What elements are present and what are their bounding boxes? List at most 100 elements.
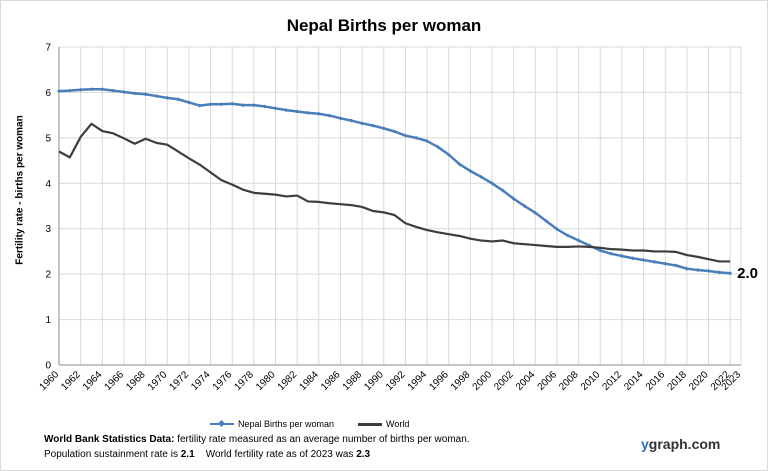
legend-swatch-world — [358, 422, 383, 426]
footer-world-label: World fertility rate as of 2023 was — [194, 449, 357, 460]
y-tick-label: 7 — [45, 43, 51, 54]
data-point-nepal — [197, 103, 202, 108]
x-tick-label: 1996 — [427, 369, 451, 393]
chart-title: Nepal Births per woman — [286, 16, 482, 35]
data-point-nepal — [468, 169, 473, 174]
data-point-nepal — [327, 113, 332, 118]
data-point-nepal — [435, 144, 440, 149]
footer-source: World Bank Statistics Data: — [44, 434, 175, 445]
data-point-nepal — [121, 89, 126, 94]
data-point-nepal — [143, 92, 148, 97]
data-point-nepal — [100, 87, 105, 92]
data-point-nepal — [490, 181, 495, 186]
x-tick-label: 1982 — [276, 369, 300, 393]
y-tick-label: 6 — [45, 88, 51, 99]
x-tick-label: 2004 — [514, 369, 538, 393]
footer-note: World Bank Statistics Data: fertility ra… — [44, 432, 470, 462]
x-tick-label: 1962 — [59, 369, 83, 393]
data-point-nepal — [295, 109, 300, 114]
data-point-nepal — [132, 91, 137, 96]
series-line-nepal — [58, 87, 731, 275]
y-tick-label: 4 — [45, 179, 51, 190]
data-point-nepal — [728, 271, 733, 276]
footer-description: fertility rate measured as an average nu… — [174, 434, 470, 445]
legend-swatch-nepal — [210, 423, 234, 425]
data-point-nepal — [554, 227, 559, 232]
footer-line-2: Population sustainment rate is 2.1 World… — [44, 447, 470, 462]
y-tick-label: 3 — [45, 224, 51, 235]
x-tick-label: 2002 — [492, 369, 516, 393]
legend-item-world: World — [358, 419, 409, 429]
legend-label-nepal: Nepal Births per woman — [238, 419, 335, 429]
data-point-nepal — [392, 129, 397, 134]
data-point-nepal — [446, 152, 451, 157]
x-tick-label: 1978 — [232, 369, 256, 393]
y-tick-label: 5 — [45, 133, 51, 144]
data-point-nepal — [219, 102, 224, 107]
end-value-label: 2.0 — [737, 265, 758, 282]
x-tick-label: 1974 — [189, 369, 213, 393]
data-point-nepal — [338, 116, 343, 121]
x-tick-label: 1998 — [449, 369, 473, 393]
data-point-nepal — [717, 270, 722, 275]
x-tick-label: 1990 — [362, 369, 386, 393]
data-point-nepal — [57, 89, 61, 94]
data-point-nepal — [316, 111, 321, 116]
data-point-nepal — [67, 88, 72, 93]
data-point-nepal — [165, 95, 170, 100]
data-point-nepal — [349, 118, 354, 123]
data-point-nepal — [544, 218, 549, 223]
data-point-nepal — [598, 248, 603, 253]
data-point-nepal — [641, 258, 646, 263]
x-tick-label: 2014 — [622, 369, 646, 393]
data-point-nepal — [425, 139, 430, 144]
x-tick-label: 1980 — [254, 369, 278, 393]
brand-logo[interactable]: ygraph.com — [641, 436, 720, 452]
data-point-nepal — [457, 162, 462, 167]
legend-label-world: World — [386, 419, 410, 429]
data-point-nepal — [370, 123, 375, 128]
data-point-nepal — [706, 268, 711, 273]
y-tick-label: 1 — [45, 315, 51, 326]
data-point-nepal — [674, 263, 679, 268]
x-tick-label: 1976 — [211, 369, 235, 393]
brand-rest: graph.com — [648, 436, 721, 452]
x-tick-label: 1972 — [168, 369, 192, 393]
data-point-nepal — [208, 102, 213, 107]
series-line-world — [58, 122, 731, 263]
data-point-nepal — [619, 253, 624, 258]
data-point-nepal — [565, 233, 570, 238]
x-tick-label: 1960 — [38, 369, 62, 393]
data-point-nepal — [511, 196, 516, 201]
x-tick-label: 1968 — [124, 369, 148, 393]
data-point-nepal — [284, 108, 289, 113]
x-tick-label: 2006 — [536, 369, 560, 393]
x-tick-label: 1994 — [406, 369, 430, 393]
data-point-nepal — [89, 87, 94, 92]
x-tick-label: 1984 — [297, 369, 321, 393]
data-point-nepal — [500, 188, 505, 193]
data-point-nepal — [684, 266, 689, 271]
data-point-nepal — [305, 110, 310, 115]
data-point-nepal — [273, 106, 278, 111]
footer-world-value: 2.3 — [356, 449, 371, 460]
data-point-nepal — [176, 97, 181, 102]
brand-y: y — [641, 436, 649, 452]
data-point-nepal — [381, 126, 386, 131]
footer-line-1: World Bank Statistics Data: fertility ra… — [44, 432, 470, 447]
x-tick-label: 1992 — [384, 369, 408, 393]
y-tick-label: 2 — [45, 270, 51, 281]
data-point-nepal — [403, 133, 408, 138]
data-point-nepal — [576, 238, 581, 243]
data-point-nepal — [630, 256, 635, 261]
data-point-nepal — [241, 103, 246, 108]
x-tick-label: 2016 — [644, 369, 668, 393]
footer-sustainment-value: 2.1 — [180, 449, 195, 460]
x-tick-label: 1964 — [81, 369, 105, 393]
data-point-nepal — [522, 204, 527, 208]
data-point-nepal — [479, 174, 484, 179]
y-tick-label: 0 — [45, 361, 51, 372]
x-tick-label: 2010 — [579, 369, 603, 393]
data-point-nepal — [251, 103, 256, 108]
